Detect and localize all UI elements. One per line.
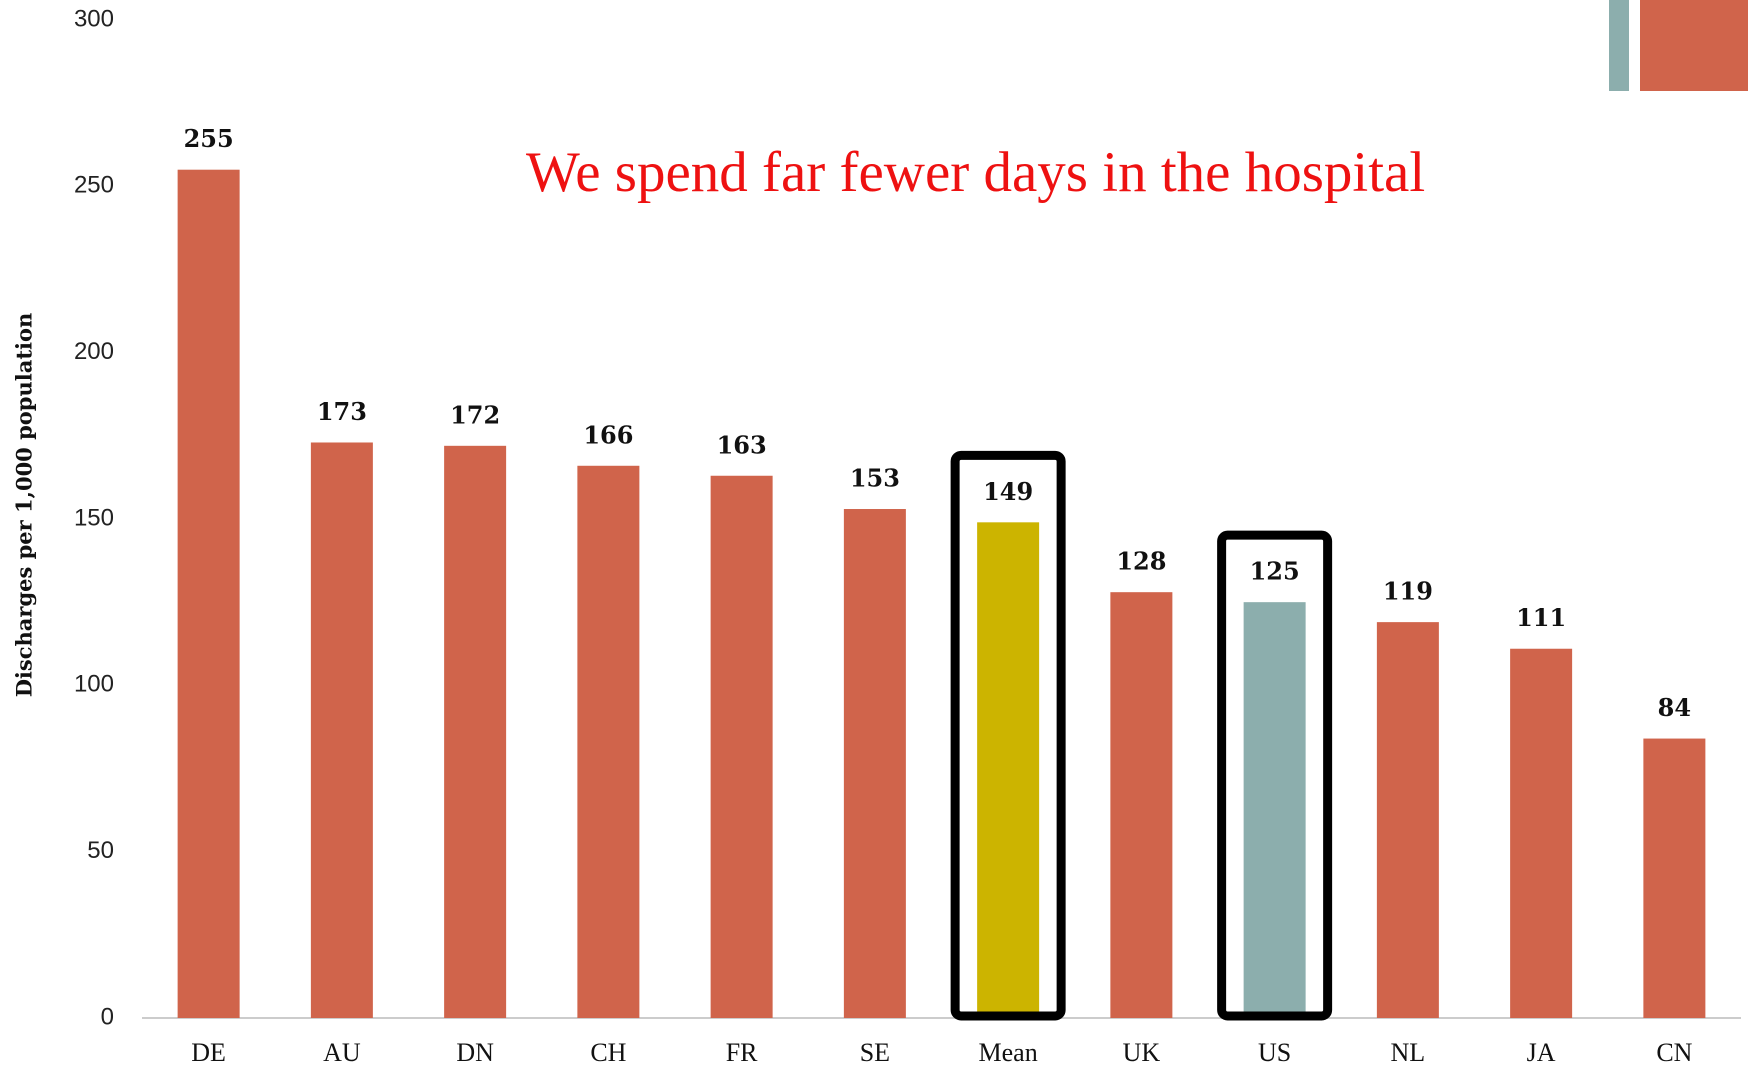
bar — [1110, 592, 1173, 1018]
bar — [977, 522, 1040, 1018]
value-label: 84 — [1658, 693, 1691, 722]
y-tick-label: 150 — [74, 504, 114, 531]
y-tick-label: 300 — [74, 5, 114, 32]
highlight-box — [950, 450, 1066, 1021]
value-label: 125 — [1250, 557, 1300, 586]
y-tick-label: 250 — [74, 172, 114, 199]
y-axis-label: Discharges per 1,000 population — [12, 313, 37, 698]
x-tick-label: FR — [726, 1038, 758, 1067]
x-tick-label: AU — [323, 1038, 361, 1067]
value-label: 172 — [450, 400, 500, 429]
bar — [177, 169, 240, 1018]
value-label: 149 — [983, 477, 1033, 506]
bar — [843, 509, 906, 1018]
bar — [1643, 738, 1706, 1018]
x-tick-label: DE — [191, 1038, 226, 1067]
value-label: 111 — [1516, 603, 1566, 632]
value-label: 173 — [317, 397, 367, 426]
y-tick-label: 100 — [74, 671, 114, 698]
x-tick-label: Mean — [979, 1038, 1038, 1067]
x-tick-label: UK — [1123, 1038, 1161, 1067]
highlight-box — [1217, 530, 1333, 1021]
x-tick-label: CN — [1656, 1038, 1692, 1067]
x-tick-label: DN — [456, 1038, 494, 1067]
bar — [1376, 622, 1439, 1018]
bar — [1510, 648, 1573, 1018]
value-label: 255 — [184, 124, 234, 153]
value-label: 163 — [717, 430, 767, 459]
bar — [1243, 602, 1306, 1018]
y-tick-label: 200 — [74, 338, 114, 365]
value-label: 153 — [850, 464, 900, 493]
x-tick-label: JA — [1527, 1038, 1556, 1067]
bar — [444, 445, 507, 1018]
x-tick-label: NL — [1391, 1038, 1426, 1067]
bar — [577, 465, 640, 1019]
x-tick-label: CH — [590, 1038, 626, 1067]
decor-red — [1640, 0, 1748, 91]
value-label: 119 — [1383, 577, 1433, 606]
bar — [310, 442, 373, 1018]
value-label: 128 — [1116, 547, 1166, 576]
bar — [710, 475, 773, 1019]
x-tick-label: SE — [860, 1038, 890, 1067]
y-tick-label: 0 — [101, 1003, 114, 1030]
y-tick-label: 50 — [87, 837, 114, 864]
x-tick-label: US — [1258, 1038, 1291, 1067]
decor-teal — [1609, 0, 1629, 91]
chart-title: We spend far fewer days in the hospital — [526, 141, 1425, 204]
value-label: 166 — [583, 420, 633, 449]
